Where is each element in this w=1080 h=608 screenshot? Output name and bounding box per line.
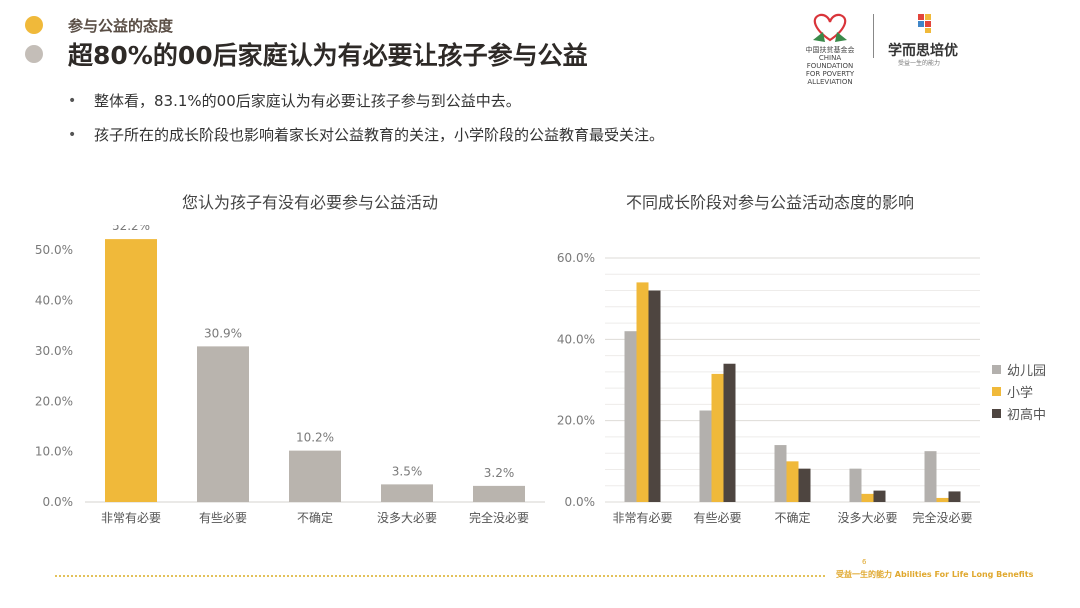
bullet-item: • 整体看，83.1%的00后家庭认为有必要让孩子参与到公益中去。 xyxy=(68,90,664,124)
page-number: 6 xyxy=(862,558,867,566)
bar xyxy=(711,373,724,502)
x-tick-label: 不确定 xyxy=(774,510,810,525)
legend-swatch xyxy=(992,364,1001,374)
bar xyxy=(924,451,937,502)
legend-item: 初高中 xyxy=(992,402,1046,424)
data-label: 52.2% xyxy=(112,225,150,233)
x-tick-label: 有些必要 xyxy=(199,511,247,525)
bar xyxy=(861,493,874,502)
y-tick-label: 60.0% xyxy=(557,251,595,265)
y-tick-label: 30.0% xyxy=(35,344,73,358)
y-tick-label: 20.0% xyxy=(557,414,595,428)
x-tick-label: 没多大必要 xyxy=(377,510,437,525)
y-tick-label: 0.0% xyxy=(565,495,596,509)
data-label: 3.5% xyxy=(392,464,423,478)
bar xyxy=(636,282,649,502)
chart1-title: 您认为孩子有没有必要参与公益活动 xyxy=(181,193,438,212)
x-tick-label: 非常有必要 xyxy=(101,511,161,525)
bullet-glyph: • xyxy=(68,93,77,109)
bullet-text: 孩子所在的成长阶段也影响着家长对公益教育的关注，小学阶段的公益教育最受关注。 xyxy=(94,126,665,144)
page-title: 超80%的00后家庭认为有必要让孩子参与公益 xyxy=(68,41,588,70)
chart2-svg: 0.0% 20.0% 40.0% 60.0% 非常有必要 有些必要 不确定 没多大必要 完全没必… xyxy=(557,251,980,525)
data-label: 10.2% xyxy=(296,431,334,445)
y-tick-label: 20.0% xyxy=(35,394,73,408)
footer-dotted-line xyxy=(55,575,825,579)
legend-label: 小学 xyxy=(1007,385,1034,401)
y-tick-label: 0.0% xyxy=(43,495,74,509)
legend-swatch xyxy=(992,408,1001,418)
y-tick-label: 40.0% xyxy=(557,332,595,346)
section-eyebrow: 参与公益的态度 xyxy=(68,17,174,35)
title-dot-gray xyxy=(25,45,43,63)
x-tick-label: 没多大必要 xyxy=(837,510,897,525)
chart1-svg: 0.0% 10.0% 20.0% 30.0% 40.0% 50.0% 52.2% 非常有必要 3… xyxy=(35,225,545,525)
brand-logo-icon xyxy=(918,14,931,33)
x-tick-label: 有些必要 xyxy=(693,511,741,525)
title-dot-gold xyxy=(25,16,43,34)
bar xyxy=(648,290,661,502)
chart2-title: 不同成长阶段对参与公益活动态度的影响 xyxy=(625,193,914,212)
legend-item: 小学 xyxy=(992,380,1046,402)
legend-item: 幼儿园 xyxy=(992,358,1046,380)
bar xyxy=(289,450,341,502)
bar xyxy=(473,485,525,502)
brand-name: 学而思培优 xyxy=(888,43,958,59)
bar xyxy=(948,491,961,502)
legend-label: 初高中 xyxy=(1007,407,1047,423)
x-tick-label: 不确定 xyxy=(297,510,333,525)
bar xyxy=(723,363,736,502)
bar xyxy=(105,239,157,503)
logo-area: 中国扶贫基金会 CHINA FOUNDATION FOR POVERTY ALL… xyxy=(795,10,1075,86)
logo-divider xyxy=(873,14,874,58)
legend-swatch xyxy=(992,386,1001,396)
bar xyxy=(381,484,433,502)
x-tick-label: 完全没必要 xyxy=(912,510,972,525)
bar xyxy=(786,461,799,502)
legend-label: 幼儿园 xyxy=(1007,363,1047,379)
x-tick-label: 非常有必要 xyxy=(612,511,672,525)
foundation-logo-text: 中国扶贫基金会 CHINA FOUNDATION FOR POVERTY ALL… xyxy=(805,46,855,86)
foundation-logo-icon xyxy=(813,13,847,42)
bar xyxy=(798,468,811,502)
data-label: 3.2% xyxy=(484,466,515,480)
chart2-legend: 幼儿园 小学 初高中 xyxy=(992,358,1046,424)
bar xyxy=(624,331,637,502)
bar xyxy=(774,445,787,502)
y-tick-label: 50.0% xyxy=(35,243,73,257)
x-tick-label: 完全没必要 xyxy=(469,510,529,525)
bullet-text: 整体看，83.1%的00后家庭认为有必要让孩子参与到公益中去。 xyxy=(94,92,521,110)
bar xyxy=(849,468,862,502)
y-tick-label: 40.0% xyxy=(35,294,73,308)
bullet-list: • 整体看，83.1%的00后家庭认为有必要让孩子参与到公益中去。 • 孩子所在的成… xyxy=(68,90,664,158)
footer-tagline: 受益一生的能力 Abilities For Life Long Benefits xyxy=(836,570,1034,579)
data-label: 30.9% xyxy=(204,326,242,340)
bullet-item: • 孩子所在的成长阶段也影响着家长对公益教育的关注，小学阶段的公益教育最受关注。 xyxy=(68,124,664,158)
brand-slogan: 受益一生的能力 xyxy=(898,60,941,67)
y-tick-label: 10.0% xyxy=(35,445,73,459)
bullet-glyph: • xyxy=(68,127,77,143)
bar xyxy=(699,410,712,502)
bar xyxy=(873,490,886,502)
bar xyxy=(197,346,249,502)
bar xyxy=(936,497,949,502)
